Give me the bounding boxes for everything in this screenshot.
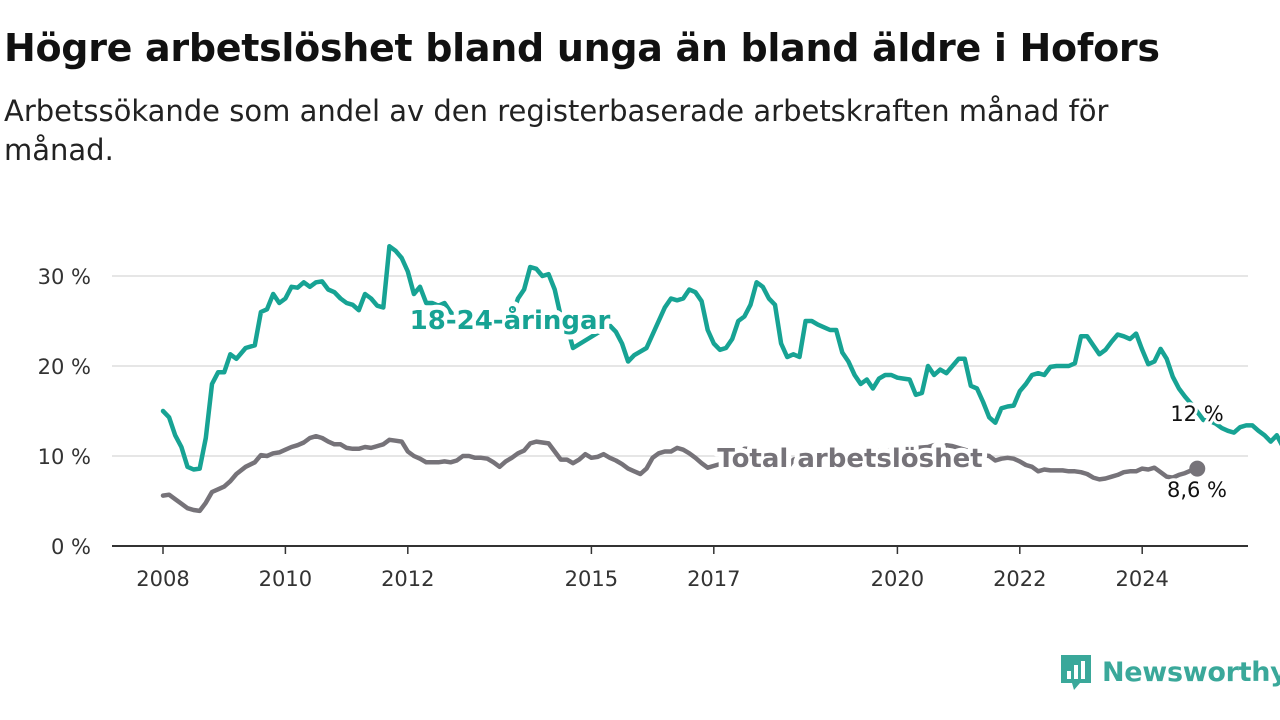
x-tick-label: 2012 — [381, 567, 434, 591]
series-lines — [160, 244, 1280, 514]
series-line — [160, 433, 1200, 514]
x-tick-label: 2022 — [993, 567, 1046, 591]
y-axis-ticks: 0 % 10 % 20 % 30 % — [38, 265, 91, 559]
y-tick-label: 30 % — [38, 265, 91, 289]
y-tick-label: 20 % — [38, 355, 91, 379]
x-tick-label: 2020 — [871, 567, 924, 591]
x-tick-label: 2010 — [259, 567, 312, 591]
y-tick-label: 10 % — [38, 445, 91, 469]
end-point-marker — [1189, 460, 1206, 477]
x-tick-label: 2017 — [687, 567, 740, 591]
x-tick-label: 2015 — [565, 567, 618, 591]
series-label: 18-24-åringar — [410, 304, 611, 336]
series-line — [160, 244, 1280, 472]
end-value-label: 12 % — [1170, 402, 1223, 426]
x-tick-label: 2024 — [1115, 567, 1168, 591]
series-label: Total arbetslöshet — [717, 444, 982, 474]
brand-name: Newsworthy — [1102, 656, 1280, 688]
x-axis: 2008 2010 2012 2015 2017 2020 2022 2024 — [112, 545, 1248, 591]
newsworthy-logo-icon — [1061, 655, 1091, 690]
y-tick-label: 0 % — [51, 535, 91, 559]
chart-subtitle: Arbetssökande som andel av den registerb… — [4, 94, 1109, 167]
x-tick-label: 2008 — [136, 567, 189, 591]
chart-title: Högre arbetslöshet bland unga än bland ä… — [4, 26, 1160, 70]
end-value-label: 8,6 % — [1167, 478, 1227, 502]
brand-logo[interactable]: Newsworthy — [1058, 652, 1280, 692]
series-labels: 18-24-åringar Total arbetslöshet 12 % 8,6 % — [405, 299, 1230, 505]
